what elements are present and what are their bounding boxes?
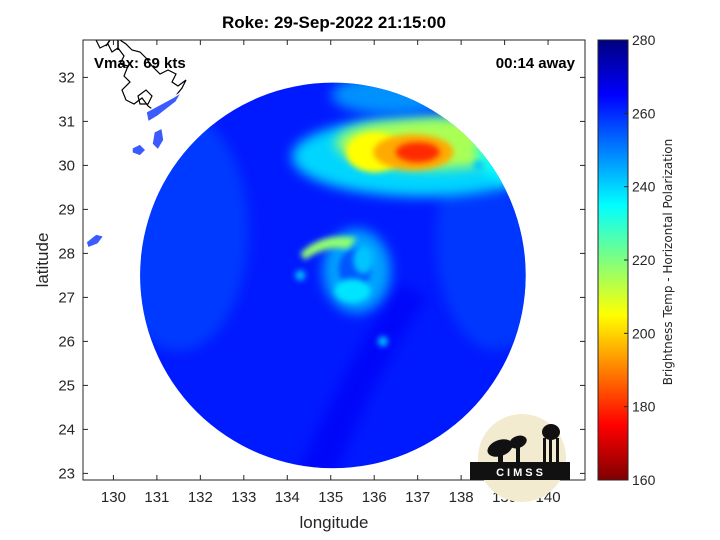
x-tick-label: 137 <box>405 489 430 506</box>
chart-title: Roke: 29-Sep-2022 21:15:00 <box>222 13 446 32</box>
cold-band <box>295 284 427 469</box>
water-tower-icon <box>542 424 560 462</box>
island <box>85 91 183 249</box>
inner-band <box>300 236 357 260</box>
logo-text: CIMSS <box>496 467 546 479</box>
colorbar-tick-label: 240 <box>632 179 656 195</box>
colorbar-tick-label: 280 <box>632 32 656 48</box>
axes-frame <box>82 39 586 481</box>
x-tick-label: 134 <box>275 489 300 506</box>
y-tick-label: 31 <box>58 113 75 130</box>
time-offset-annotation: 00:14 away <box>496 55 576 72</box>
x-tick-label: 135 <box>318 489 343 506</box>
colorbar-tick-label: 160 <box>632 472 656 488</box>
y-tick-label: 26 <box>58 333 75 350</box>
eyewall-east <box>353 246 374 274</box>
y-tick-label: 30 <box>58 157 75 174</box>
colorbar-tick-label: 200 <box>632 325 656 341</box>
colorbar-label: Brightness Temp - Horizontal Polarizatio… <box>661 139 675 386</box>
x-ticks: 130131132133134135136137138139140 <box>101 40 561 506</box>
y-ticks: 23 24 25 26 27 28 29 30 31 32 <box>58 69 585 482</box>
x-tick-label: 130 <box>101 489 126 506</box>
coastline-north-bracket <box>105 40 119 50</box>
x-tick-label: 138 <box>449 489 474 506</box>
y-tick-label: 25 <box>58 377 75 394</box>
x-axis-label: longitude <box>299 513 368 532</box>
colorbar <box>597 39 629 481</box>
vmax-annotation: Vmax: 69 kts <box>94 55 186 72</box>
shower-cell <box>473 160 484 171</box>
y-axis-label: latitude <box>33 233 52 288</box>
colorbar-ticks: 160 180 200 220 240 260 280 <box>624 32 656 488</box>
y-tick-label: 32 <box>58 69 75 86</box>
x-tick-label: 131 <box>144 489 169 506</box>
x-tick-label: 132 <box>188 489 213 506</box>
y-tick-label: 28 <box>58 245 75 262</box>
y-tick-label: 23 <box>58 465 75 482</box>
shower-cell <box>377 336 388 347</box>
y-tick-label: 29 <box>58 201 75 218</box>
cimss-logo: CIMSS <box>470 414 570 502</box>
shower-cell <box>295 270 306 281</box>
colorbar-tick-label: 220 <box>632 252 656 268</box>
x-tick-label: 136 <box>362 489 387 506</box>
colorbar-tick-label: 180 <box>632 399 656 415</box>
colorbar-tick-label: 260 <box>632 105 656 121</box>
y-tick-label: 27 <box>58 289 75 306</box>
eyewall <box>334 278 371 303</box>
satellite-dish-icon <box>487 435 527 464</box>
x-tick-label: 133 <box>231 489 256 506</box>
y-tick-label: 24 <box>58 421 75 438</box>
north-convection-core <box>395 142 440 163</box>
logo-banner <box>470 462 570 480</box>
